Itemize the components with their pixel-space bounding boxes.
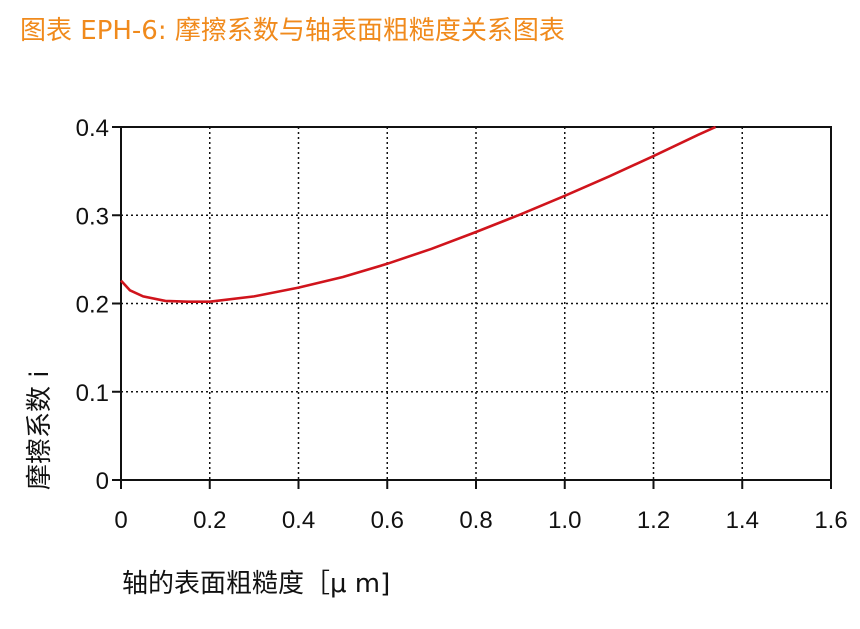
x-tick-label: 0.4	[282, 507, 315, 534]
x-tick-labels: 0 0.2 0.4 0.6 0.8 1.0 1.2 1.4 1.6	[114, 507, 847, 534]
x-tick-label: 0.8	[459, 507, 492, 534]
y-tick-label: 0.3	[76, 203, 109, 230]
x-tick-label: 1.6	[814, 507, 847, 534]
x-tick-label: 1.0	[548, 507, 581, 534]
x-tick-label: 0.6	[371, 507, 404, 534]
y-tick-label: 0.1	[76, 380, 109, 407]
series-line	[120, 125, 717, 303]
y-axis-label: 摩擦系数 i	[25, 371, 55, 491]
x-tick-label: 1.4	[726, 507, 759, 534]
ticks	[112, 126, 832, 489]
y-tick-label: 0.2	[76, 292, 109, 319]
x-tick-label: 0.2	[193, 507, 226, 534]
y-tick-label: 0.4	[76, 115, 109, 142]
x-tick-label: 1.2	[637, 507, 670, 534]
x-tick-label: 0	[114, 507, 127, 534]
y-tick-labels: 0 0.1 0.2 0.3 0.4	[76, 115, 109, 495]
y-tick-label: 0	[96, 468, 109, 495]
x-axis-label: 轴的表面粗糙度［μ m]	[122, 569, 390, 599]
chart-title: 图表 EPH-6: 摩擦系数与轴表面粗糙度关系图表	[20, 16, 565, 46]
grid-lines	[121, 127, 831, 480]
